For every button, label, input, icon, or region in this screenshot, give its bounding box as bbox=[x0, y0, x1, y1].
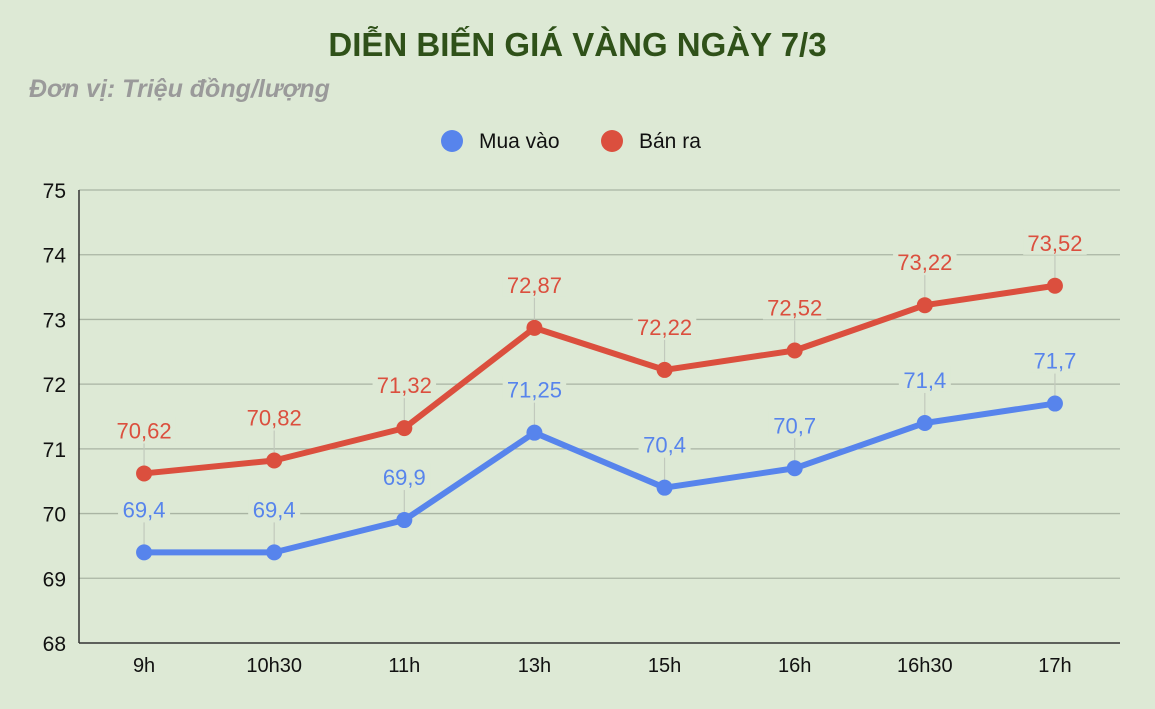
data-label: 69,9 bbox=[383, 465, 426, 490]
data-label: 71,7 bbox=[1034, 349, 1077, 374]
data-label: 70,4 bbox=[643, 433, 686, 458]
data-point bbox=[266, 544, 283, 561]
y-tick-label: 73 bbox=[43, 309, 66, 332]
data-point bbox=[786, 460, 803, 477]
label-background bbox=[638, 430, 691, 457]
label-background bbox=[242, 403, 306, 430]
data-point bbox=[396, 420, 413, 437]
y-tick-label: 72 bbox=[43, 374, 66, 397]
data-point bbox=[656, 361, 673, 378]
data-point bbox=[916, 297, 933, 314]
data-point bbox=[916, 414, 933, 431]
label-background bbox=[372, 371, 437, 398]
legend-label: Mua vào bbox=[479, 130, 560, 153]
data-point bbox=[526, 319, 543, 336]
legend-marker bbox=[601, 130, 623, 152]
data-point bbox=[1046, 395, 1063, 412]
data-label: 72,52 bbox=[767, 295, 822, 320]
label-background bbox=[1028, 346, 1081, 373]
data-point bbox=[136, 465, 153, 482]
data-label: 70,82 bbox=[247, 406, 302, 431]
series-line bbox=[143, 282, 1056, 477]
data-label: 73,52 bbox=[1027, 231, 1082, 256]
label-background bbox=[248, 495, 301, 522]
chart-subtitle: Đơn vị: Triệu đồng/lượng bbox=[29, 75, 330, 103]
data-label: 72,22 bbox=[637, 315, 692, 340]
label-background bbox=[762, 293, 827, 320]
label-background bbox=[118, 495, 171, 522]
label-background bbox=[768, 411, 821, 438]
label-background bbox=[632, 312, 697, 339]
x-tick-label: 15h bbox=[648, 655, 681, 677]
label-background bbox=[502, 270, 567, 297]
x-tick-label: 9h bbox=[133, 655, 155, 677]
label-background bbox=[1023, 228, 1087, 255]
label-background bbox=[378, 463, 431, 490]
data-point bbox=[786, 342, 803, 359]
label-background bbox=[893, 248, 957, 275]
legend-label: Bán ra bbox=[639, 130, 701, 153]
y-tick-label: 75 bbox=[43, 180, 66, 203]
x-tick-label: 11h bbox=[388, 655, 420, 677]
data-point bbox=[266, 452, 283, 469]
label-background bbox=[898, 365, 951, 392]
data-label: 73,22 bbox=[897, 250, 952, 275]
data-point bbox=[136, 544, 153, 561]
data-label: 71,4 bbox=[903, 368, 946, 393]
y-tick-label: 70 bbox=[43, 504, 66, 527]
data-label: 71,25 bbox=[507, 378, 562, 403]
data-label: 71,32 bbox=[377, 373, 432, 398]
data-point bbox=[396, 512, 413, 529]
y-tick-label: 69 bbox=[43, 568, 66, 591]
x-tick-label: 10h30 bbox=[246, 655, 302, 677]
data-label: 70,62 bbox=[117, 418, 172, 443]
y-tick-label: 74 bbox=[43, 245, 67, 268]
data-point bbox=[1046, 277, 1063, 294]
data-point bbox=[526, 424, 543, 441]
y-tick-label: 68 bbox=[43, 633, 66, 656]
data-point bbox=[656, 479, 673, 496]
x-tick-label: 13h bbox=[518, 655, 551, 677]
data-label: 72,87 bbox=[507, 273, 562, 298]
data-label: 69,4 bbox=[253, 497, 296, 522]
legend-marker bbox=[441, 130, 463, 152]
y-tick-label: 71 bbox=[43, 439, 66, 462]
label-background bbox=[502, 375, 567, 402]
label-background bbox=[112, 416, 176, 443]
x-tick-label: 16h30 bbox=[897, 655, 953, 677]
x-tick-label: 17h bbox=[1038, 655, 1071, 677]
chart-title: DIỄN BIẾN GIÁ VÀNG NGÀY 7/3 bbox=[328, 26, 827, 63]
data-label: 69,4 bbox=[123, 497, 166, 522]
data-label: 70,7 bbox=[773, 413, 816, 438]
x-tick-label: 16h bbox=[778, 655, 811, 677]
series-line bbox=[144, 400, 1056, 556]
